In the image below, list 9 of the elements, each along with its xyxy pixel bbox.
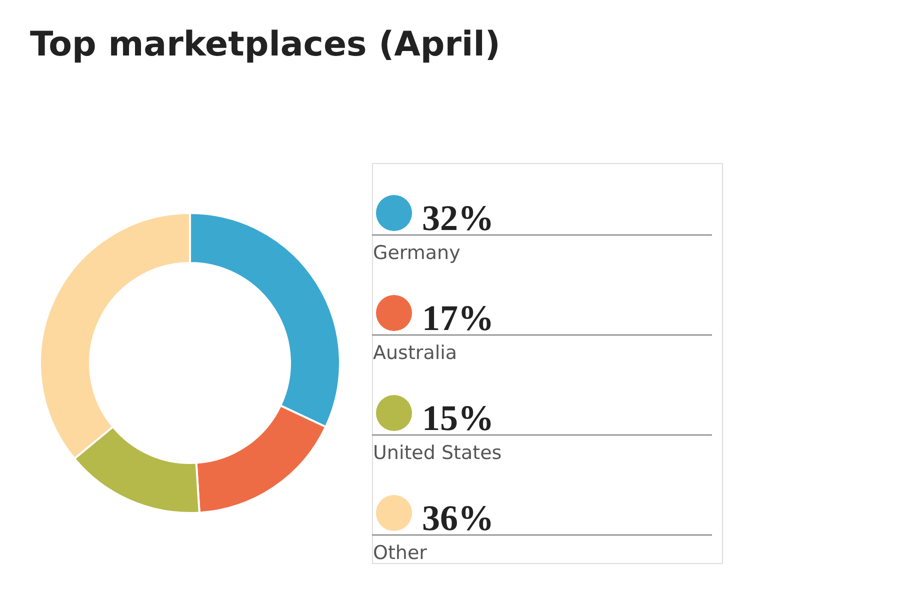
data-label: 15%: [422, 398, 494, 438]
chart-title: Top marketplaces (April): [30, 24, 500, 64]
legend-label: Other: [373, 542, 428, 564]
legend-label: United States: [373, 442, 502, 464]
legend-label: Germany: [373, 242, 460, 264]
data-label: 36%: [422, 498, 494, 538]
data-label: 17%: [422, 298, 494, 338]
legend-label: Australia: [373, 342, 458, 364]
data-label: 32%: [422, 198, 494, 238]
